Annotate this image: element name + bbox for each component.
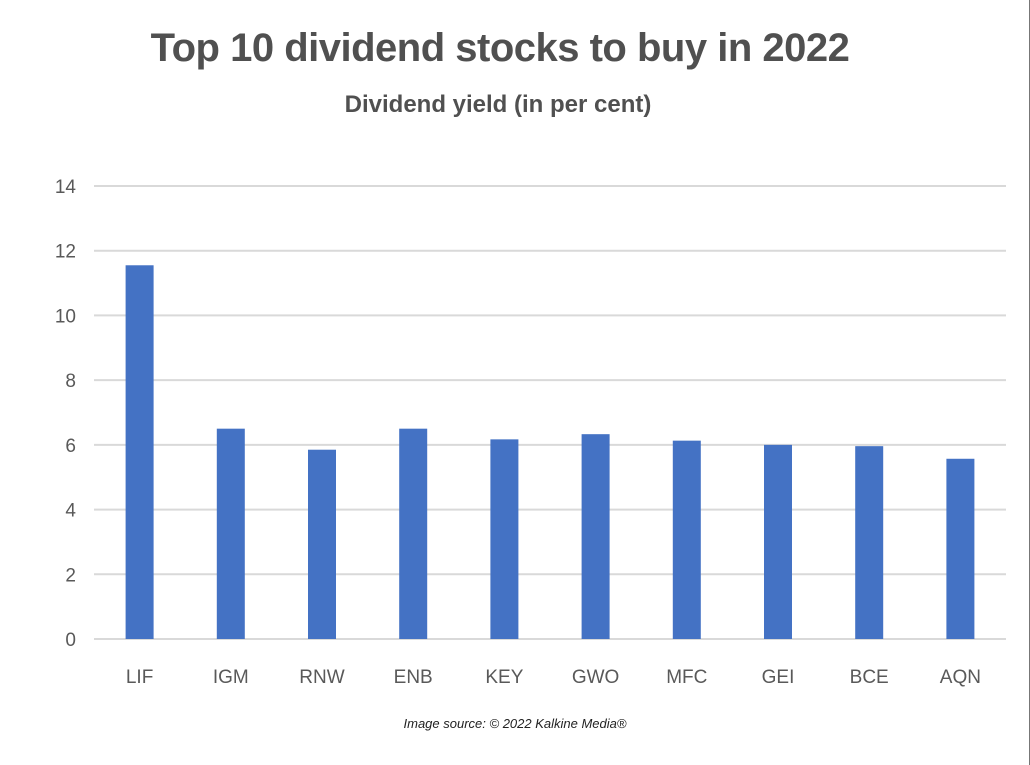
y-tick-label: 8 — [65, 371, 76, 392]
y-tick-label: 6 — [65, 436, 76, 457]
bar — [855, 446, 884, 639]
bar — [399, 428, 428, 639]
y-tick-label: 12 — [55, 242, 76, 263]
bar — [490, 439, 519, 639]
y-tick-label: 0 — [65, 630, 76, 651]
bar — [764, 444, 792, 639]
y-tick-label: 2 — [65, 565, 76, 586]
y-tick-label: 4 — [65, 501, 76, 522]
x-tick-label: MFC — [666, 667, 707, 688]
chart-subtitle: Dividend yield (in per cent) — [344, 91, 652, 118]
x-tick-label: LIF — [126, 667, 153, 688]
chart-title: Top 10 dividend stocks to buy in 2022 — [150, 26, 850, 70]
x-tick-label: IGM — [213, 667, 249, 688]
y-tick-label: 10 — [55, 306, 76, 327]
x-tick-label: GWO — [572, 667, 620, 688]
x-tick-label: RNW — [299, 667, 344, 688]
x-tick-label: BCE — [850, 667, 889, 688]
bar — [125, 265, 154, 639]
x-tick-label: KEY — [485, 667, 523, 688]
bar — [581, 434, 610, 639]
bar — [216, 428, 245, 639]
x-tick-label: GEI — [762, 667, 795, 688]
bar — [672, 440, 701, 639]
y-tick-label: 14 — [55, 177, 77, 198]
x-tick-label: ENB — [394, 667, 433, 688]
bar — [308, 449, 336, 639]
bar — [946, 458, 975, 639]
x-tick-label: AQN — [940, 667, 981, 688]
image-source-caption: Image source: © 2022 Kalkine Media® — [403, 716, 627, 731]
